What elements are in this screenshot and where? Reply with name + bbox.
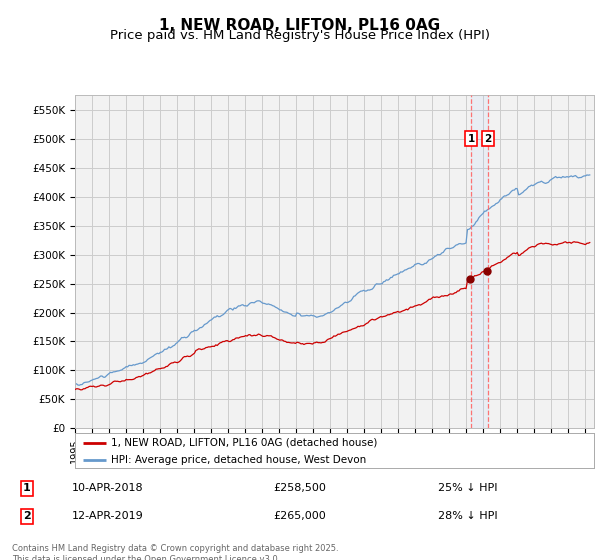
Text: 12-APR-2019: 12-APR-2019 xyxy=(72,511,144,521)
Text: Contains HM Land Registry data © Crown copyright and database right 2025.
This d: Contains HM Land Registry data © Crown c… xyxy=(12,544,338,560)
Text: 1, NEW ROAD, LIFTON, PL16 0AG: 1, NEW ROAD, LIFTON, PL16 0AG xyxy=(160,18,440,33)
Text: HPI: Average price, detached house, West Devon: HPI: Average price, detached house, West… xyxy=(112,455,367,465)
Text: £265,000: £265,000 xyxy=(274,511,326,521)
Text: 1, NEW ROAD, LIFTON, PL16 0AG (detached house): 1, NEW ROAD, LIFTON, PL16 0AG (detached … xyxy=(112,437,378,447)
Text: 1: 1 xyxy=(467,134,475,144)
Text: £258,500: £258,500 xyxy=(274,483,326,493)
Text: 10-APR-2018: 10-APR-2018 xyxy=(72,483,144,493)
Text: 1: 1 xyxy=(23,483,31,493)
Text: 2: 2 xyxy=(23,511,31,521)
Text: Price paid vs. HM Land Registry's House Price Index (HPI): Price paid vs. HM Land Registry's House … xyxy=(110,29,490,42)
Text: 25% ↓ HPI: 25% ↓ HPI xyxy=(438,483,498,493)
Text: 28% ↓ HPI: 28% ↓ HPI xyxy=(438,511,498,521)
Bar xyxy=(471,95,488,428)
Text: 2: 2 xyxy=(484,134,491,144)
